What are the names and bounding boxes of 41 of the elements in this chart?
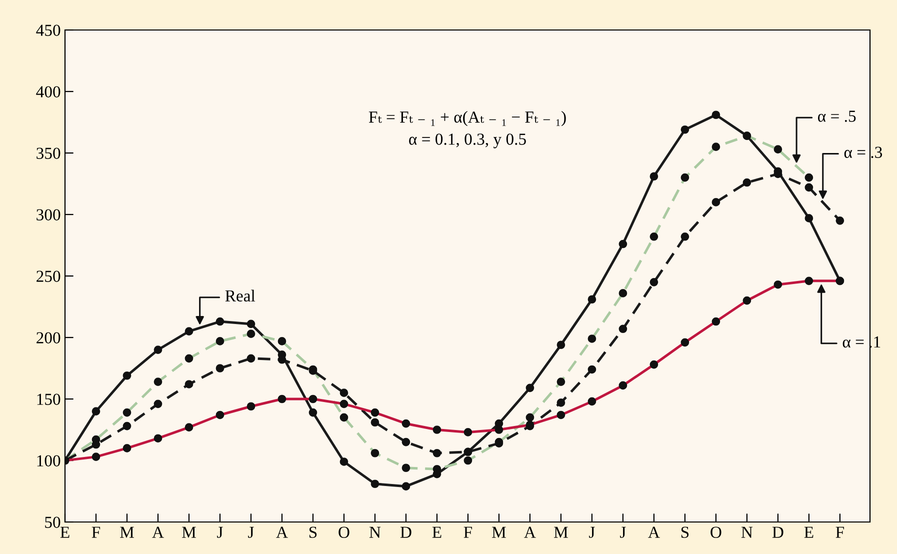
- annotation: Fₜ = Fₜ ₋ ₁ + α(Aₜ ₋ ₁ − Fₜ ₋ ₁): [368, 111, 566, 126]
- x-tick-label: F: [92, 526, 100, 538]
- y-tick-label: 200: [36, 332, 60, 344]
- x-tick-label: S: [681, 526, 689, 538]
- y-tick-label: 300: [36, 209, 60, 220]
- x-tick-label: O: [338, 526, 350, 538]
- y-tick-label: 100: [37, 455, 60, 466]
- x-tick-label: E: [432, 526, 442, 538]
- x-tick-label: J: [620, 526, 626, 538]
- x-tick-label: E: [60, 526, 70, 538]
- y-tick-label: 50: [45, 516, 60, 528]
- x-tick-label: J: [589, 526, 595, 538]
- series-label: Real: [225, 290, 256, 302]
- x-tick-label: A: [276, 526, 288, 538]
- x-tick-label: N: [741, 526, 753, 538]
- y-tick-label: 150: [37, 394, 60, 405]
- x-tick-label: A: [524, 526, 536, 538]
- y-tick-label: 450: [36, 24, 60, 36]
- text: α = .3: [844, 146, 882, 158]
- text: α = .5: [818, 110, 856, 122]
- x-tick-label: A: [152, 526, 164, 538]
- y-tick-label: 250: [36, 270, 60, 282]
- y-tick-label: 400: [36, 86, 60, 98]
- annotation: α = 0.1, 0.3, y 0.5: [409, 134, 526, 148]
- x-tick-label: D: [772, 526, 784, 538]
- x-tick-label: A: [648, 526, 660, 538]
- x-tick-label: J: [217, 526, 223, 538]
- x-tick-label: M: [120, 526, 134, 538]
- x-tick-label: M: [492, 526, 506, 538]
- x-tick-label: M: [182, 526, 196, 538]
- x-tick-label: M: [554, 526, 568, 538]
- x-tick-label: J: [248, 526, 254, 538]
- x-tick-label: D: [400, 526, 412, 538]
- x-tick-label: F: [836, 526, 844, 538]
- x-tick-label: O: [710, 526, 722, 538]
- y-tick-label: 350: [36, 148, 60, 159]
- x-tick-label: F: [464, 526, 472, 538]
- x-tick-label: S: [309, 526, 317, 538]
- text: α = .1: [842, 336, 880, 348]
- x-tick-label: N: [369, 526, 381, 538]
- x-tick-label: E: [804, 526, 814, 538]
